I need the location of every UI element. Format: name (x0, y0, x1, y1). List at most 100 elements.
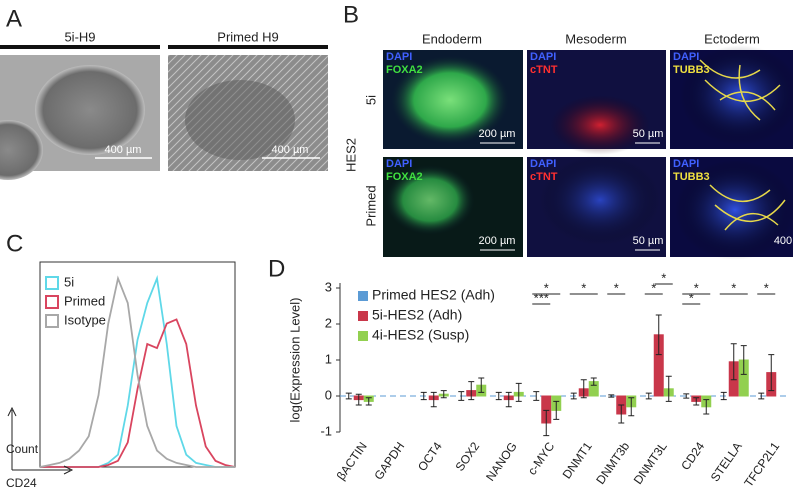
error-bar (365, 397, 372, 406)
y-tick-label: -1 (320, 423, 332, 438)
significance-label: * (614, 280, 619, 295)
error-bar (495, 391, 502, 401)
error-bar (355, 393, 362, 406)
bar-plot: -1 0 1 2 3 βACTIN GAPDH OCT4 SOX2 NANOG c-MYC DNMT1… (320, 270, 790, 490)
error-bar (618, 404, 625, 424)
error-bar (458, 391, 465, 401)
x-tick-label: CD24 (678, 439, 707, 472)
significance-label: * (694, 280, 699, 295)
legend-label: 5i-HES2 (Adh) (372, 307, 462, 323)
y-axis-label: log(Expression Level) (287, 297, 302, 422)
row-group-label: HES2 (343, 138, 358, 172)
panel-label: D (268, 255, 285, 282)
error-bar (543, 409, 550, 437)
error-bar (665, 375, 672, 402)
error-bar (570, 392, 577, 400)
plot-frame (39, 261, 236, 468)
panel-label: A (6, 5, 22, 32)
y-tick-label: 0 (325, 387, 332, 402)
error-bar (440, 390, 447, 399)
error-bar (730, 343, 737, 381)
x-tick-label: STELLA (708, 440, 745, 485)
error-bar (580, 379, 587, 399)
legend-label: 5i (64, 274, 74, 289)
legend-label: Primed HES2 (Adh) (372, 287, 495, 303)
column-title: Endoderm (422, 31, 482, 46)
stain-label: TUBB3 (673, 171, 710, 183)
error-bar (430, 391, 437, 408)
stain-label: DAPI (386, 158, 412, 170)
y-axis-label: Count (6, 442, 39, 456)
error-bar (345, 392, 352, 400)
stain-label: DAPI (530, 51, 556, 63)
density-curve (39, 275, 235, 468)
row-label: 5i (363, 95, 378, 105)
error-bar (515, 382, 522, 402)
x-tick-label: DNMT3L (631, 439, 670, 487)
error-bar (768, 354, 775, 392)
error-bar (703, 399, 710, 415)
x-tick-label: DNMT3b (593, 439, 632, 487)
error-bar (628, 397, 635, 417)
stain-label: FOXA2 (386, 64, 423, 76)
panel-label: B (343, 1, 359, 28)
significance-label: *** (534, 290, 549, 305)
error-bar (693, 397, 700, 406)
significance-label: * (661, 270, 666, 285)
significance-label: * (731, 280, 736, 295)
error-bar (505, 391, 512, 408)
error-bar (478, 377, 485, 393)
scale-bar-label: 200 µm (479, 128, 516, 140)
y-tick-label: 3 (325, 279, 332, 294)
stain-label: cTNT (530, 64, 558, 76)
header-bar (0, 45, 160, 49)
micrograph (0, 55, 160, 180)
significance-label: * (689, 290, 694, 305)
error-bar (655, 314, 662, 356)
x-tick-label: NANOG (483, 440, 520, 484)
error-bar (420, 391, 427, 401)
row-label: Primed (363, 185, 378, 226)
header-bar (168, 45, 328, 49)
panel-label: C (6, 230, 23, 257)
stain-label: DAPI (386, 51, 412, 63)
column-title: Ectoderm (704, 31, 760, 46)
error-bar (740, 345, 747, 375)
significance-label: * (581, 280, 586, 295)
significance-label: * (544, 280, 549, 295)
density-curve (40, 318, 236, 468)
x-tick-label: βACTIN (334, 440, 370, 483)
x-tick-label: OCT4 (415, 439, 445, 474)
scale-bar-label: 200 µm (479, 235, 516, 247)
significance-label: * (651, 280, 656, 295)
scale-bar-label: 50 µm (633, 235, 664, 247)
y-tick-label: 2 (325, 315, 332, 330)
legend-swatch (45, 314, 59, 328)
legend-swatch (358, 331, 368, 341)
x-tick-label: TFCP2L1 (741, 439, 782, 489)
scale-bar-label: 400 µm (105, 144, 142, 156)
micrographs (383, 45, 793, 260)
error-bar (608, 394, 615, 398)
error-bar (553, 400, 560, 420)
x-tick-label: DNMT1 (560, 439, 595, 481)
legend-label: Isotype (64, 312, 106, 327)
x-axis-label: CD24 (6, 476, 37, 490)
legend-label: 4i-HES2 (Susp) (372, 327, 469, 343)
error-bar (645, 392, 652, 400)
micrograph (168, 55, 328, 171)
significance-label: * (764, 280, 769, 295)
error-bar (720, 391, 727, 401)
histogram-plot: 5i Primed Isotype (39, 274, 236, 468)
column-title: Mesoderm (565, 31, 626, 46)
legend-swatch (358, 291, 368, 301)
error-bar (468, 381, 475, 401)
stain-label: DAPI (530, 158, 556, 170)
column-title: Primed H9 (217, 29, 278, 44)
error-bar (590, 377, 597, 386)
legend-label: Primed (64, 293, 105, 308)
stain-label: FOXA2 (386, 171, 423, 183)
scale-bar-label: 400 (774, 235, 792, 247)
axis-arrows (7, 406, 74, 475)
